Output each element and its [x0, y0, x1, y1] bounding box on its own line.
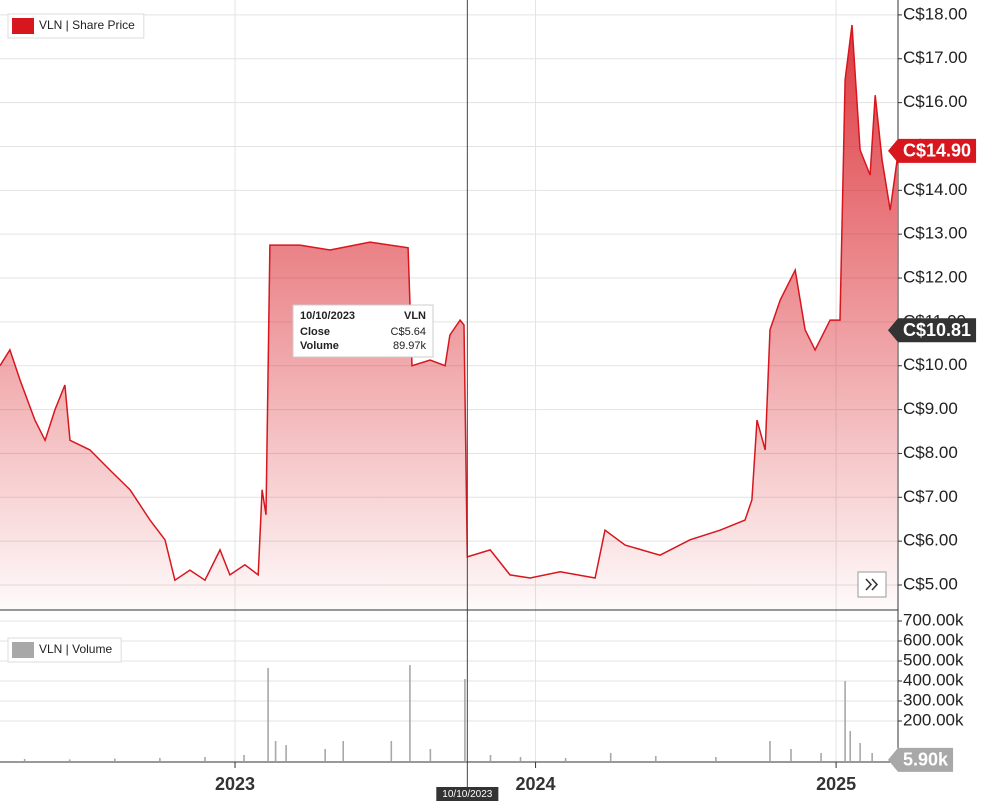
tooltip-row-value: 89.97k — [393, 340, 427, 352]
volume-bar — [324, 749, 326, 761]
y-tick-label: 300.00k — [903, 690, 964, 709]
y-tick-label: 700.00k — [903, 610, 964, 629]
y-tick-label: C$10.00 — [903, 355, 967, 374]
y-tick-label: C$8.00 — [903, 443, 958, 462]
volume-bar — [267, 668, 269, 761]
price-area — [0, 25, 898, 610]
volume-bar — [715, 757, 717, 761]
y-tick-label: C$5.00 — [903, 574, 958, 593]
volume-bar — [243, 755, 245, 761]
volume-bar — [390, 741, 393, 761]
y-tick-label: 600.00k — [903, 630, 964, 649]
crosshair-label: 10/10/2023 — [442, 789, 492, 800]
y-tick-label: C$9.00 — [903, 399, 958, 418]
badge-shape — [888, 747, 954, 772]
volume-bar — [489, 755, 492, 761]
value-badge: 5.90k — [888, 747, 954, 772]
y-tick-label: 200.00k — [903, 710, 964, 729]
tooltip-symbol: VLN — [404, 310, 426, 322]
volume-bar — [844, 681, 846, 761]
volume-bar — [68, 759, 71, 761]
legend-label: VLN | Share Price — [39, 18, 135, 32]
tooltip-row-value: C$5.64 — [391, 326, 426, 338]
crosshair-badge: 10/10/2023 — [436, 787, 499, 801]
legend-swatch — [12, 642, 34, 658]
tooltip-row-name: Volume — [300, 340, 339, 352]
volume-bar — [859, 743, 861, 761]
badge-label: C$14.90 — [903, 141, 971, 161]
tooltip-row-name: Close — [300, 326, 330, 338]
tooltip-title: 10/10/2023 — [300, 310, 355, 322]
y-tick-label: C$6.00 — [903, 531, 958, 550]
volume-bar — [769, 741, 771, 761]
volume-bar — [274, 741, 277, 761]
volume-bar — [654, 756, 657, 761]
value-badge: C$14.90 — [888, 138, 977, 163]
y-tick-label: C$13.00 — [903, 224, 967, 243]
legend-swatch — [12, 18, 34, 34]
badge-label: 5.90k — [903, 750, 949, 770]
y-tick-label: C$18.00 — [903, 4, 967, 23]
volume-bar — [849, 731, 852, 761]
volume-bar — [342, 741, 345, 761]
volume-bar — [871, 753, 873, 761]
volume-bar — [159, 758, 161, 761]
legend: VLN | Volume — [7, 637, 122, 663]
price-line — [0, 24, 898, 582]
volume-bar — [519, 757, 522, 761]
y-tick-label: C$12.00 — [903, 268, 967, 287]
scroll-button[interactable] — [857, 571, 887, 598]
crosshair-box — [436, 787, 499, 801]
volume-bar — [204, 757, 206, 761]
y-tick-label: C$7.00 — [903, 487, 958, 506]
x-tick-label: 2024 — [516, 774, 556, 794]
volume-bar — [790, 749, 792, 761]
volume-bar — [464, 679, 466, 761]
y-tick-label: 400.00k — [903, 670, 964, 689]
y-tick-label: C$17.00 — [903, 48, 967, 67]
tooltip: 10/10/2023 VLN Close C$5.64 Volume 89.97k — [292, 304, 434, 358]
badge-label: C$10.81 — [903, 320, 971, 340]
legend-label: VLN | Volume — [39, 642, 112, 656]
volume-bar — [429, 749, 432, 761]
x-tick-label: 2025 — [816, 774, 856, 794]
tooltip-box — [292, 304, 434, 358]
volume-bar — [609, 753, 612, 761]
volume-bar — [23, 759, 26, 761]
y-tick-label: 500.00k — [903, 650, 964, 669]
volume-bar — [285, 745, 287, 761]
volume-bar — [564, 758, 567, 761]
value-badge: C$10.81 — [888, 318, 977, 343]
y-tick-label: C$16.00 — [903, 92, 967, 111]
badge-shape — [888, 138, 977, 163]
x-tick-label: 2023 — [215, 774, 255, 794]
y-tick-label: C$14.00 — [903, 180, 967, 199]
volume-bar — [409, 665, 411, 761]
volume-bar — [820, 753, 822, 761]
volume-bar — [114, 758, 116, 761]
badge-shape — [888, 318, 977, 343]
legend: VLN | Share Price — [7, 13, 145, 39]
chevron-icon — [865, 578, 879, 591]
